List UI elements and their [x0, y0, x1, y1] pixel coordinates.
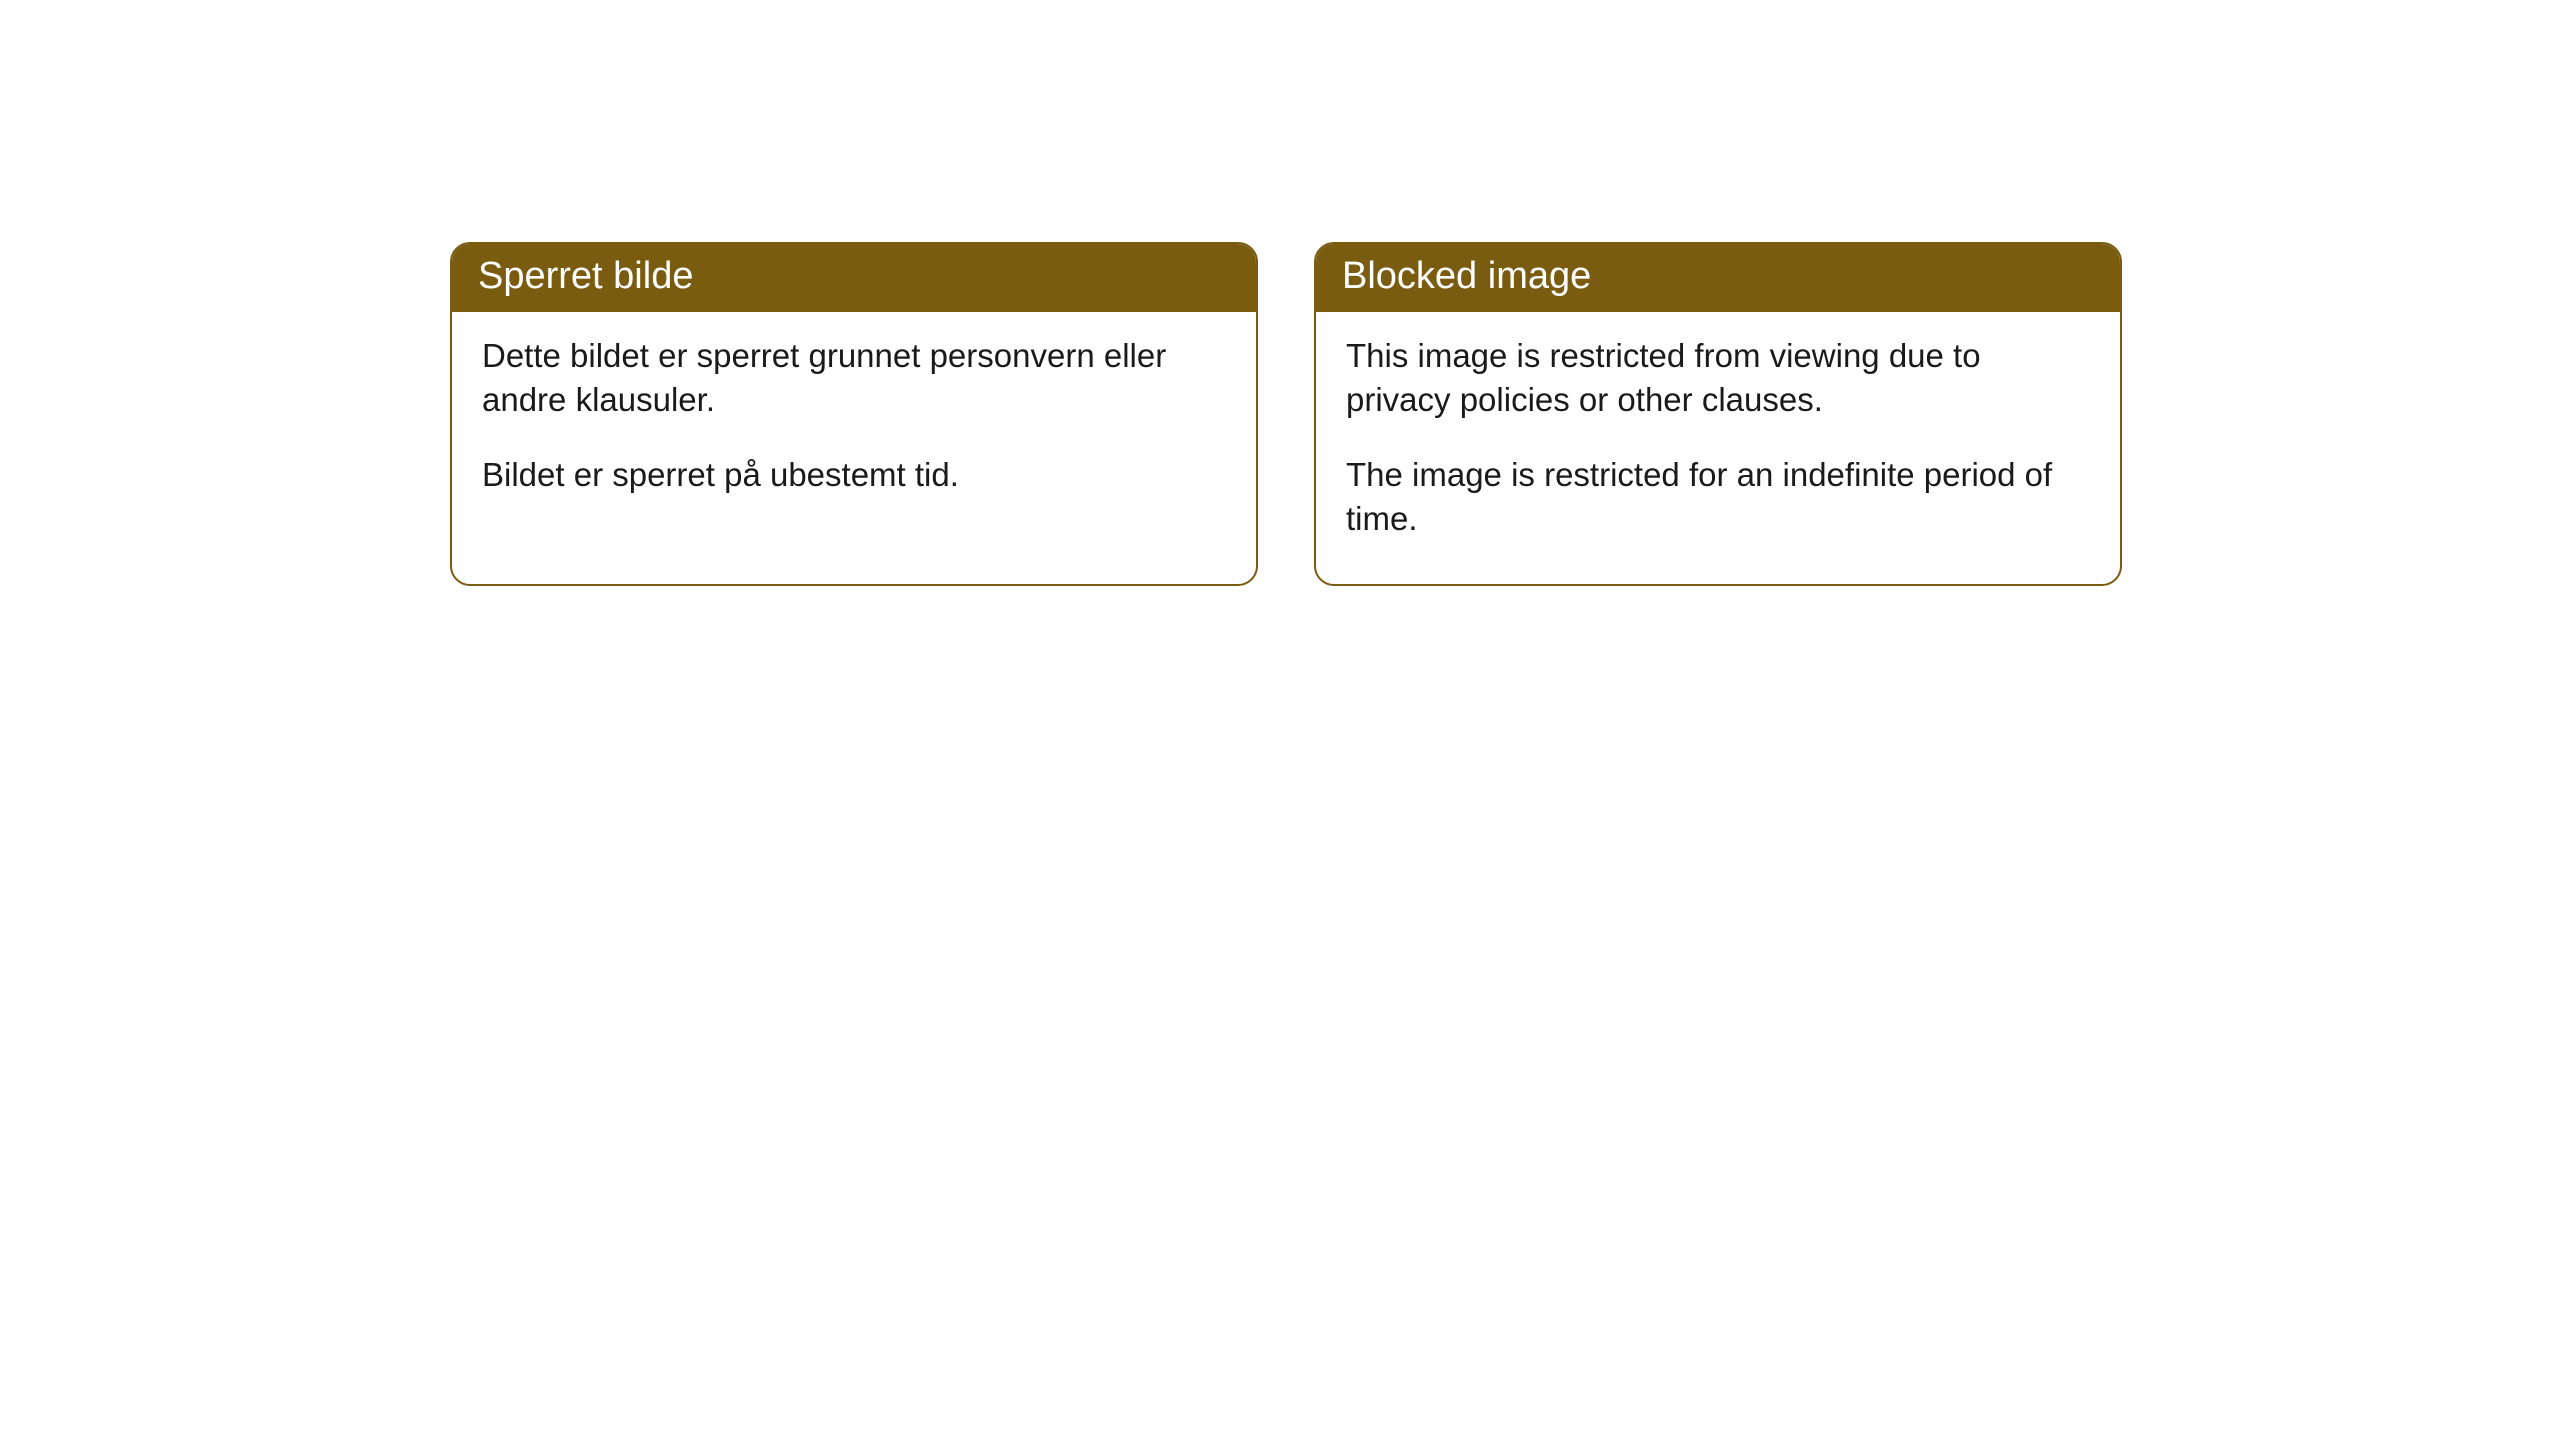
card-paragraph: Dette bildet er sperret grunnet personve… [482, 334, 1226, 423]
card-title: Blocked image [1342, 255, 1591, 297]
card-body: Dette bildet er sperret grunnet personve… [452, 312, 1256, 540]
blocked-image-card-english: Blocked image This image is restricted f… [1314, 242, 2122, 586]
card-title: Sperret bilde [478, 255, 693, 297]
notice-container: Sperret bilde Dette bildet er sperret gr… [0, 0, 2560, 586]
card-paragraph: Bildet er sperret på ubestemt tid. [482, 453, 1226, 498]
card-paragraph: The image is restricted for an indefinit… [1346, 453, 2090, 542]
card-paragraph: This image is restricted from viewing du… [1346, 334, 2090, 423]
blocked-image-card-norwegian: Sperret bilde Dette bildet er sperret gr… [450, 242, 1258, 586]
card-header: Sperret bilde [452, 244, 1256, 312]
card-header: Blocked image [1316, 244, 2120, 312]
card-body: This image is restricted from viewing du… [1316, 312, 2120, 584]
